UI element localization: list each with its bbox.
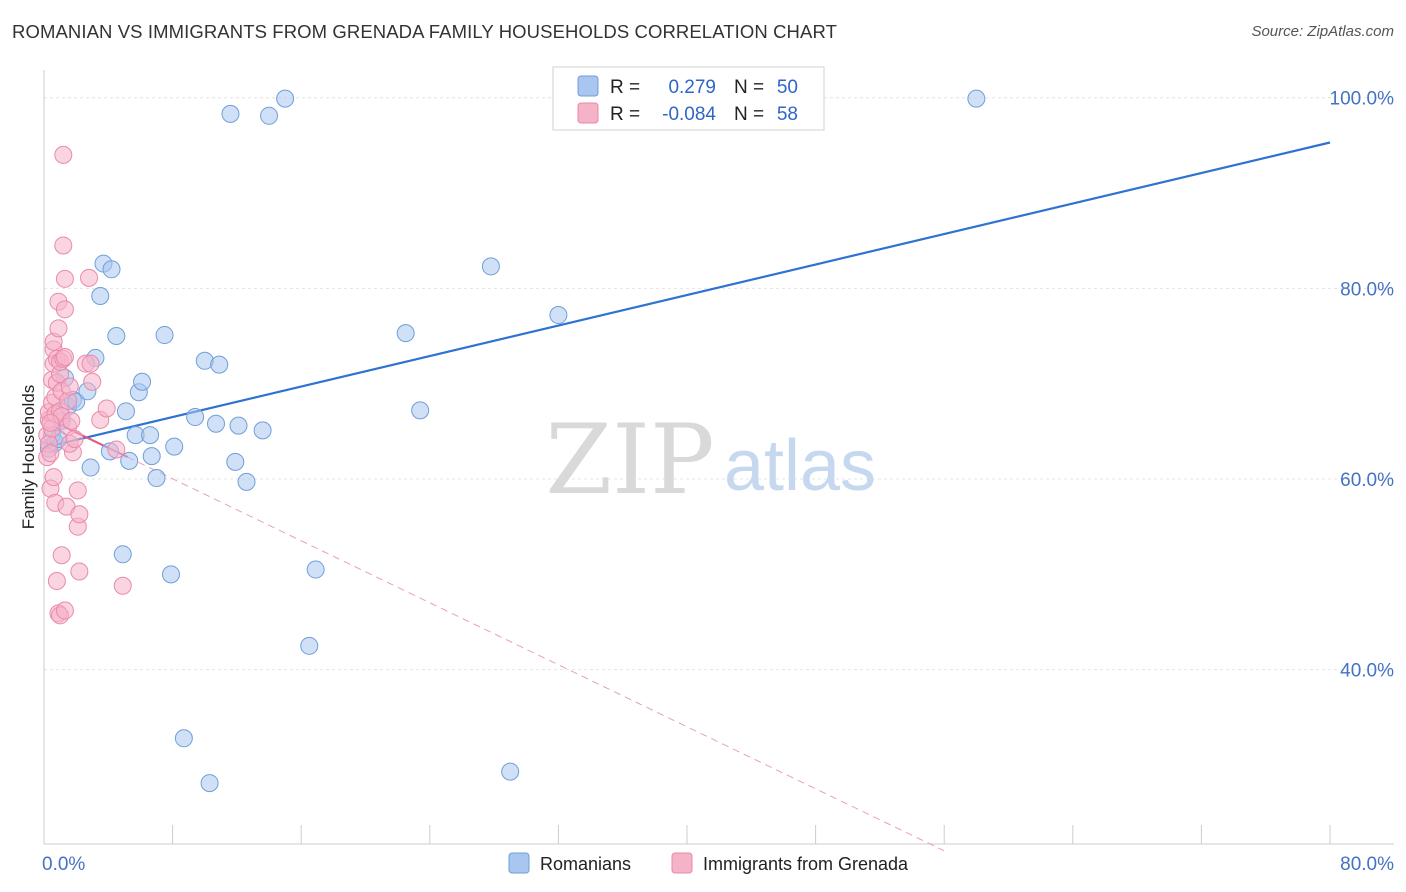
point-series-0-28	[165, 437, 184, 456]
legend-r-value-1: 0.279	[668, 77, 716, 98]
point-series-1-20	[49, 319, 68, 338]
point-series-1-26	[52, 546, 71, 565]
bottom-legend-grenada: Immigrants from Grenada	[703, 854, 909, 874]
point-series-1-44	[70, 505, 89, 524]
point-series-1-43	[68, 481, 87, 500]
point-series-0-32	[200, 774, 219, 793]
y-axis-title: Family Households	[19, 385, 38, 530]
point-series-0-46	[501, 762, 520, 781]
point-series-0-47	[549, 306, 568, 325]
point-series-1-57	[65, 429, 84, 448]
point-series-1-53	[113, 576, 132, 595]
bottom-legend-swatch-romanians	[508, 852, 530, 874]
legend-r-value-2: -0.084	[662, 104, 716, 125]
point-series-0-37	[237, 472, 256, 491]
point-series-0-29	[174, 729, 193, 748]
chart-title: ROMANIAN VS IMMIGRANTS FROM GRENADA FAMI…	[12, 21, 837, 42]
legend-box: R = 0.279 N = 50 R = -0.084 N = 58	[552, 66, 825, 131]
point-series-1-32	[55, 269, 74, 288]
point-series-0-49	[210, 355, 229, 374]
point-series-0-43	[396, 324, 415, 343]
y-tick-label-80: 80.0%	[1340, 279, 1394, 300]
point-series-1-51	[97, 399, 116, 418]
point-series-0-34	[221, 104, 240, 123]
gridlines	[44, 97, 1394, 671]
watermark-zip: ZIP	[545, 404, 714, 516]
point-series-0-12	[91, 286, 110, 305]
point-series-0-35	[226, 452, 245, 471]
point-series-0-40	[276, 89, 295, 108]
point-series-0-30	[186, 408, 205, 427]
point-series-0-24	[142, 447, 161, 466]
legend-swatch-romanians	[577, 75, 599, 97]
point-series-1-49	[83, 372, 102, 391]
trend-line-series-0	[43, 141, 1331, 449]
point-series-0-18	[116, 402, 135, 421]
y-tick-label-60: 60.0%	[1340, 470, 1394, 491]
bottom-legend: Romanians Immigrants from Grenada	[508, 852, 909, 874]
point-series-1-40	[62, 411, 81, 430]
x-tick-label-min: 0.0%	[42, 854, 85, 875]
legend-swatch-grenada	[577, 102, 599, 124]
x-tick-label-max: 80.0%	[1340, 854, 1394, 875]
point-series-1-6	[41, 444, 60, 463]
y-tick-label-100: 100.0%	[1330, 89, 1395, 110]
point-series-1-39	[60, 377, 79, 396]
point-series-1-48	[81, 354, 100, 373]
bottom-legend-romanians: Romanians	[540, 854, 631, 874]
point-series-1-33	[55, 300, 74, 319]
point-series-1-56	[44, 468, 63, 487]
axes	[43, 70, 1394, 845]
point-series-0-48	[967, 89, 986, 108]
watermark-atlas: atlas	[724, 426, 876, 506]
legend-n-value-1: 50	[777, 77, 798, 98]
point-series-1-55	[41, 413, 60, 432]
point-series-0-33	[207, 414, 226, 433]
legend-r-label-2: R =	[610, 104, 640, 125]
point-series-0-19	[120, 451, 139, 470]
point-series-0-38	[253, 421, 272, 440]
point-series-0-26	[155, 326, 174, 345]
legend-r-label-1: R =	[610, 77, 640, 98]
point-series-0-39	[260, 106, 279, 125]
legend-n-value-2: 58	[777, 104, 798, 125]
point-series-0-22	[133, 372, 152, 391]
source-label: Source: ZipAtlas.com	[1251, 23, 1394, 40]
trend-line-ext-series-1	[127, 456, 945, 852]
watermark: ZIP atlas	[545, 404, 876, 516]
legend-n-label-1: N =	[734, 77, 764, 98]
point-series-1-52	[107, 440, 126, 459]
point-series-0-14	[102, 260, 121, 279]
point-series-0-23	[141, 426, 160, 445]
point-series-1-30	[54, 145, 73, 164]
point-series-0-16	[107, 327, 126, 346]
point-series-0-42	[306, 560, 325, 579]
point-series-0-44	[411, 401, 430, 420]
point-series-1-35	[55, 601, 74, 620]
point-series-1-31	[54, 236, 73, 255]
point-series-0-36	[229, 416, 248, 435]
point-series-0-10	[81, 458, 100, 477]
point-series-1-45	[70, 562, 89, 581]
point-series-1-34	[55, 347, 74, 366]
point-series-1-47	[80, 268, 99, 287]
point-series-0-17	[113, 545, 132, 564]
point-series-0-41	[300, 636, 319, 655]
y-tick-label-40: 40.0%	[1340, 661, 1394, 682]
bottom-legend-swatch-grenada	[671, 852, 693, 874]
point-series-0-45	[481, 257, 500, 276]
point-series-1-18	[47, 571, 66, 590]
data-points	[38, 89, 986, 793]
point-series-0-27	[161, 565, 180, 584]
tick-labels: 40.0% 60.0% 80.0% 100.0% 0.0% 80.0%	[42, 89, 1394, 875]
legend-n-label-2: N =	[734, 104, 764, 125]
point-series-0-25	[147, 469, 166, 488]
